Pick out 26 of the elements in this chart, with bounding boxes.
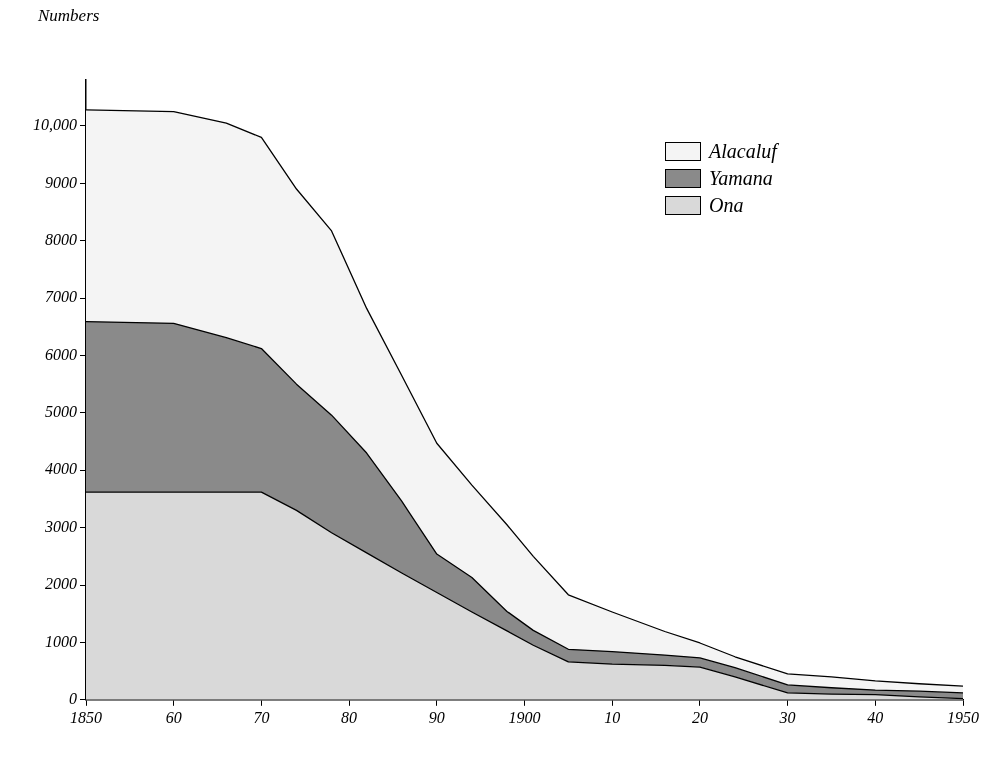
y-tick-label: 10,000 [33, 116, 77, 134]
x-tick-label: 1900 [508, 708, 541, 726]
y-tick-label: 1000 [45, 632, 77, 650]
y-tick-label: 3000 [44, 517, 77, 535]
x-tick-label: 70 [253, 708, 270, 726]
y-tick-label: 9000 [45, 173, 77, 191]
y-tick-label: 2000 [45, 575, 77, 593]
y-tick-label: 5000 [45, 403, 77, 421]
x-tick-label: 1950 [947, 708, 979, 726]
x-tick-label: 90 [428, 708, 445, 726]
legend-label: Ona [709, 194, 744, 217]
y-tick-label: 7000 [45, 288, 77, 306]
y-tick-label: 8000 [45, 230, 77, 248]
x-tick-label: 20 [691, 708, 708, 726]
y-axis-title: Numbers [38, 6, 100, 26]
x-tick-label: 80 [341, 708, 358, 726]
y-tick-label: 6000 [45, 345, 77, 363]
legend-label: Yamana [709, 167, 773, 190]
legend-label: Alacaluf [709, 140, 777, 163]
x-tick-label: 60 [165, 708, 182, 726]
x-tick-label: 1850 [70, 708, 102, 726]
x-tick-label: 10 [604, 708, 621, 726]
x-tick-label: 30 [778, 708, 796, 726]
x-tick-label: 40 [867, 708, 884, 726]
y-tick-label: 0 [69, 690, 77, 707]
y-tick-label: 4000 [45, 460, 77, 478]
